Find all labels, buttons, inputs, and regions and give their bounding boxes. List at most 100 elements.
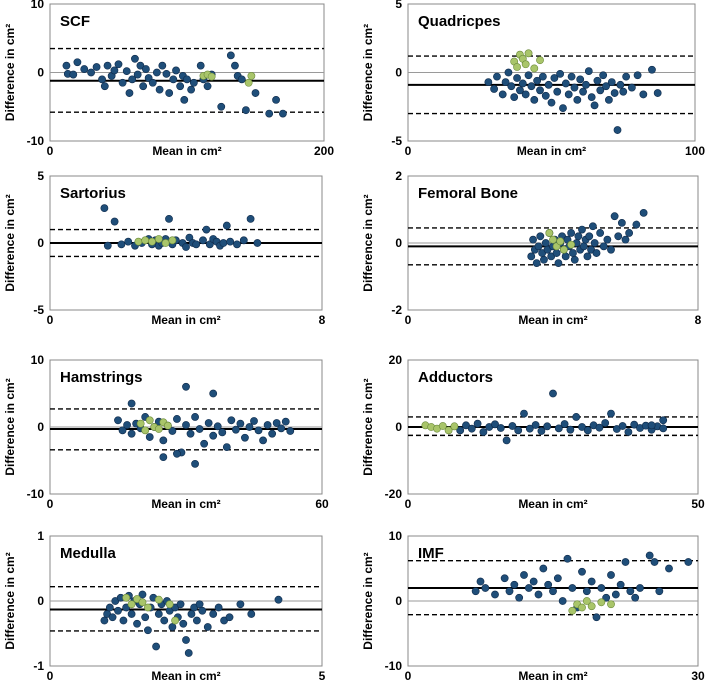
data-point-blue (558, 597, 567, 605)
data-point-blue (192, 240, 201, 249)
y-axis-label: Difference in cm² (3, 552, 17, 649)
data-point-blue (605, 96, 613, 104)
data-point-blue (168, 427, 177, 435)
data-point-green (587, 602, 596, 611)
data-point-blue (481, 584, 490, 592)
data-point-blue (103, 61, 112, 70)
data-point-blue (145, 433, 154, 441)
data-point-blue (176, 82, 185, 91)
data-point-blue (527, 82, 536, 91)
data-point-blue (570, 255, 579, 264)
data-point-blue (540, 255, 548, 264)
y-tick-label: 1 (37, 529, 44, 543)
y-tick-label: 5 (395, 0, 402, 11)
data-point-blue (588, 222, 597, 231)
data-point-green (568, 606, 577, 615)
data-point-blue (618, 422, 627, 430)
data-point-blue (114, 60, 123, 69)
data-points (471, 551, 693, 622)
data-point-blue (513, 74, 521, 82)
y-tick-label: 0 (395, 594, 402, 608)
data-point-blue (242, 106, 250, 115)
data-point-blue (527, 252, 536, 261)
data-point-blue (80, 65, 89, 73)
data-point-blue (570, 83, 579, 92)
data-point-green (171, 616, 180, 625)
y-tick-label: -10 (385, 659, 403, 673)
y-axis-label: Difference in cm² (361, 552, 375, 649)
data-point-blue (633, 71, 642, 80)
data-point-blue (118, 426, 127, 435)
y-tick-label: 0 (395, 236, 402, 250)
data-point-blue (253, 239, 262, 247)
data-point-blue (186, 429, 195, 438)
data-point-blue (62, 61, 71, 70)
data-point-blue (204, 419, 213, 427)
data-point-blue (578, 225, 586, 234)
x-tick-label: 0 (405, 313, 412, 327)
data-point-blue (567, 72, 576, 81)
data-point-green (127, 600, 136, 609)
data-point-blue (268, 429, 277, 438)
data-point-blue (118, 78, 127, 87)
y-tick-label: 2 (395, 169, 402, 183)
data-point-blue (231, 61, 239, 70)
data-point-blue (158, 61, 167, 70)
data-point-blue (573, 96, 582, 104)
data-point-blue (263, 421, 272, 429)
data-point-blue (144, 626, 152, 635)
data-point-blue (182, 636, 190, 644)
data-point-blue (530, 96, 539, 104)
data-point-blue (117, 240, 126, 249)
data-point-blue (529, 577, 538, 586)
data-point-blue (630, 420, 639, 429)
data-point-blue (219, 239, 228, 247)
data-point-blue (202, 225, 211, 234)
data-point-blue (237, 75, 246, 84)
data-point-blue (259, 436, 267, 445)
data-point-blue (538, 72, 547, 81)
data-point-green (438, 422, 447, 430)
x-axis-label: Mean in cm² (518, 313, 587, 327)
data-point-blue (653, 89, 662, 97)
data-point-blue (532, 259, 541, 267)
data-point-blue (592, 613, 601, 622)
data-point-blue (596, 86, 605, 95)
data-point-green (556, 237, 565, 246)
data-point-blue (247, 610, 256, 618)
y-tick-label: 20 (389, 353, 403, 367)
data-point-green (549, 235, 557, 244)
data-point-blue (566, 425, 575, 434)
data-point-blue (203, 623, 212, 631)
y-axis-label: Difference in cm² (361, 378, 375, 475)
data-point-green (144, 603, 152, 612)
data-point-blue (647, 421, 656, 430)
data-points (114, 382, 295, 468)
data-point-blue (110, 217, 119, 226)
data-point-blue (239, 236, 248, 245)
data-point-blue (529, 235, 537, 244)
data-point-green (450, 422, 459, 431)
data-point-blue (521, 90, 530, 99)
data-points (527, 208, 648, 267)
data-point-blue (515, 593, 524, 602)
data-point-blue (274, 595, 283, 604)
y-tick-label: 0 (37, 236, 44, 250)
data-point-blue (173, 415, 181, 423)
data-point-blue (533, 76, 542, 85)
data-point-blue (553, 87, 562, 96)
data-point-blue (502, 436, 511, 445)
data-point-blue (583, 426, 592, 435)
data-point-blue (572, 413, 581, 421)
data-point-blue (595, 423, 604, 432)
data-point-blue (152, 642, 160, 651)
data-point-blue (631, 593, 640, 602)
data-point-blue (524, 584, 533, 592)
data-point-blue (209, 389, 218, 398)
data-point-blue (490, 85, 498, 93)
data-point-blue (520, 409, 528, 418)
data-point-green (122, 593, 131, 602)
data-point-blue (233, 240, 241, 249)
data-point-blue (176, 600, 185, 609)
